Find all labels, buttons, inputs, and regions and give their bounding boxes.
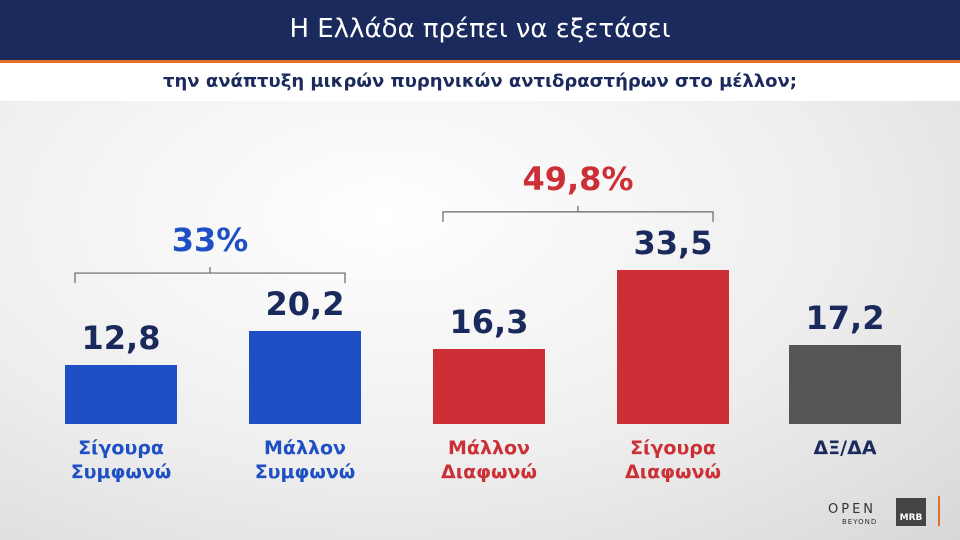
bar (789, 344, 901, 424)
category-label: Σίγουρα Διαφωνώ (625, 437, 721, 483)
value-label: 20,2 (265, 285, 345, 324)
bar (249, 331, 361, 424)
value-label: 16,3 (449, 303, 529, 342)
group-label: 49,8% (522, 159, 634, 198)
value-label: 12,8 (81, 319, 161, 358)
group-bracket (442, 205, 714, 222)
title-band: Η Ελλάδα πρέπει να εξετάσει (0, 0, 960, 63)
bar (617, 269, 729, 424)
category-label: Μάλλον Συμφωνώ (254, 437, 356, 483)
divider (938, 496, 940, 526)
group-bracket (74, 267, 346, 284)
logo-text: OPEN (828, 502, 877, 517)
category-label: Σίγουρα Συμφωνώ (70, 437, 172, 483)
bar (65, 365, 177, 424)
category-label: Μάλλον Διαφωνώ (441, 437, 537, 483)
logo-text: BEYOND (842, 518, 878, 526)
logo-text: MRB (896, 498, 926, 526)
value-label: 33,5 (633, 223, 713, 262)
category-label: ΔΞ/ΔΑ (813, 437, 877, 459)
bar (433, 349, 545, 424)
group-label: 33% (171, 221, 249, 260)
chart-title: Η Ελλάδα πρέπει να εξετάσει (289, 14, 671, 44)
subtitle-band: την ανάπτυξη μικρών πυρηνικών αντιδραστή… (0, 63, 960, 101)
chart-subtitle: την ανάπτυξη μικρών πυρηνικών αντιδραστή… (163, 71, 797, 92)
value-label: 17,2 (805, 298, 885, 337)
